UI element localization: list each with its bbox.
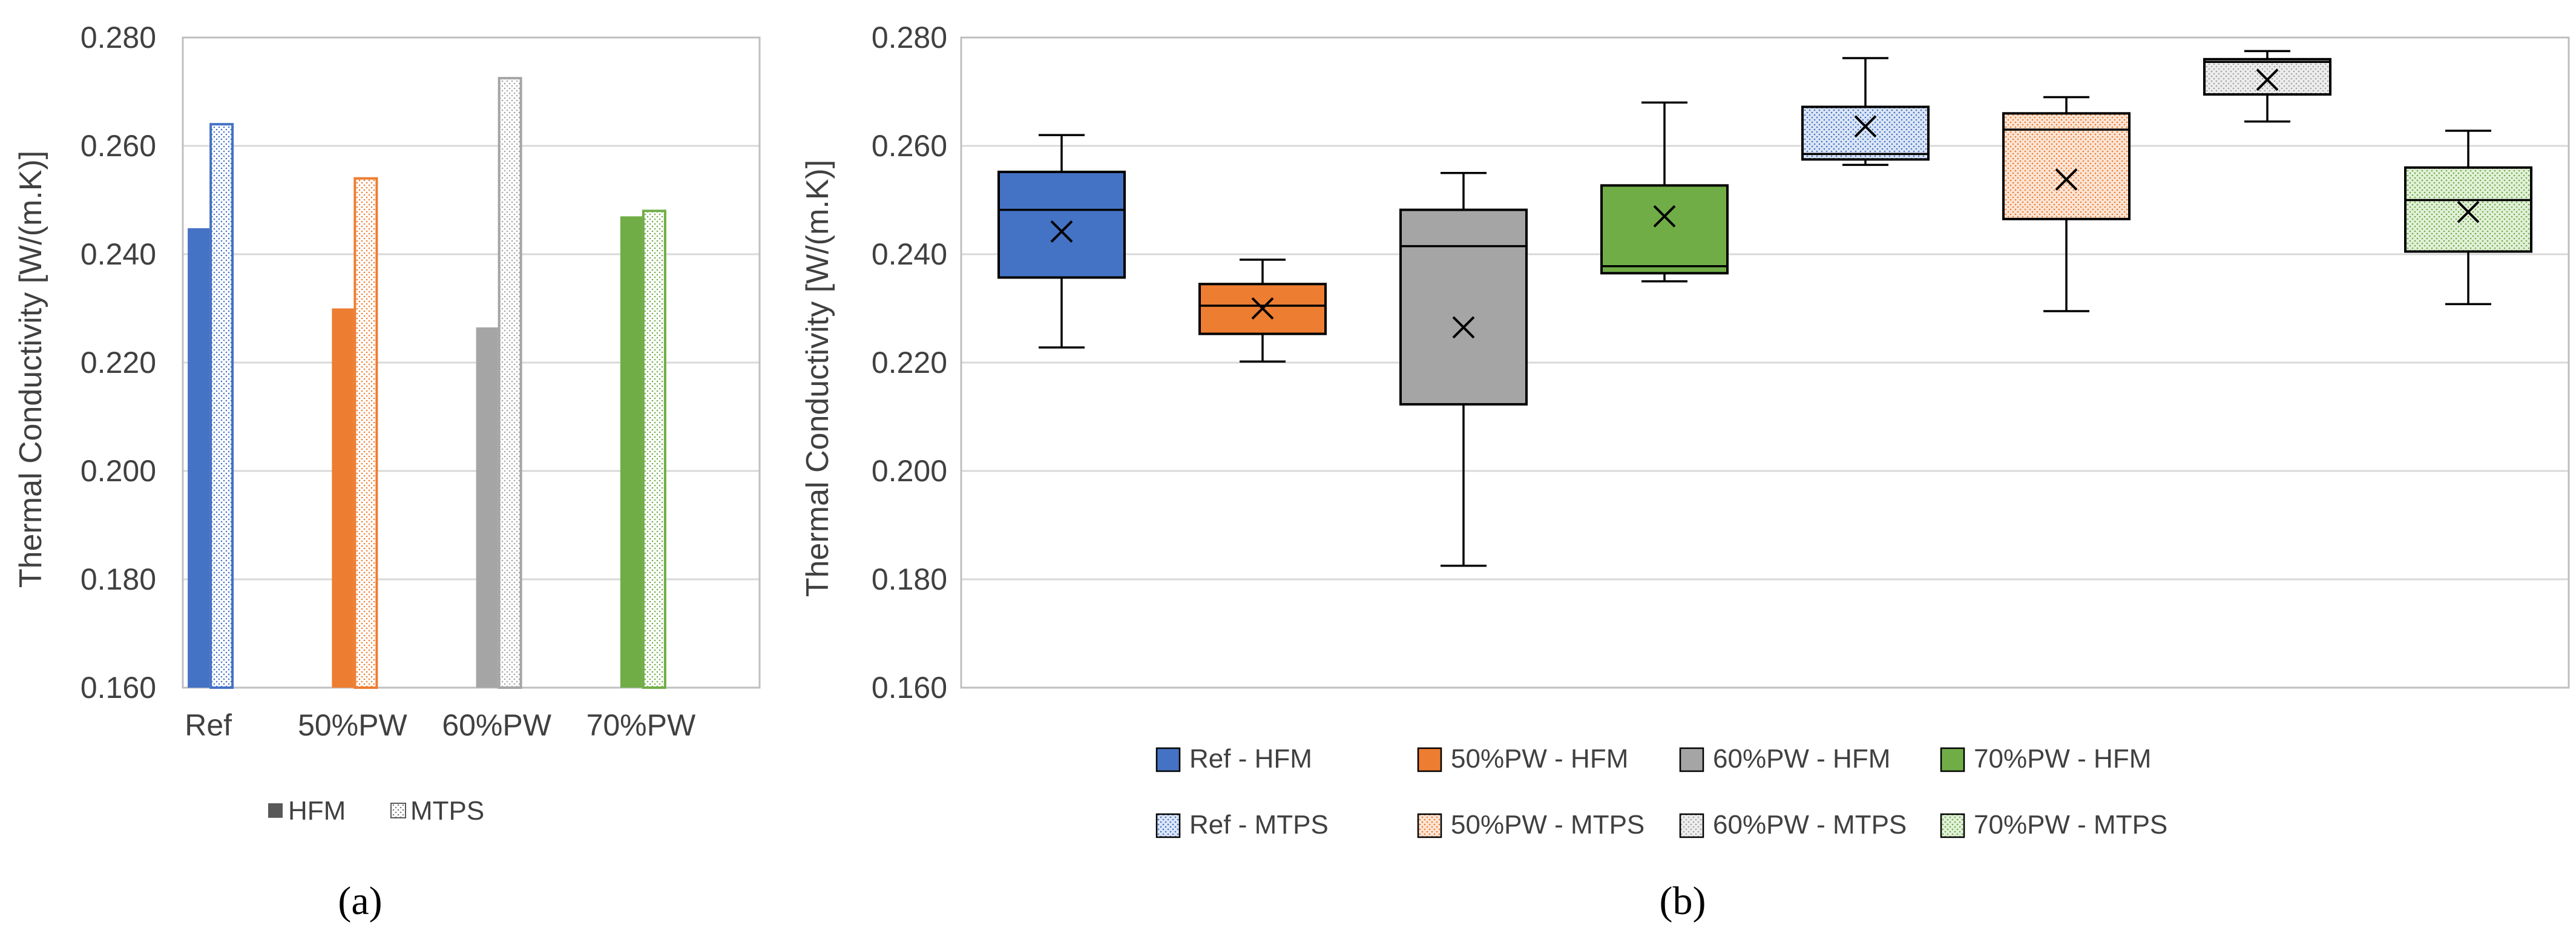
chart-b-y-tick-label: 0.200	[872, 454, 947, 488]
bar-50pctpw-mtps	[353, 177, 378, 689]
chart-a-y-axis-title: Thermal Conductivity [W/(m.K)]	[13, 151, 48, 588]
bar-70pctpw-mtps	[642, 209, 666, 689]
legend-swatch-50pctpw-mtps	[1417, 813, 1442, 838]
legend-label-60pctpw-mtps: 60%PW - MTPS	[1713, 810, 1907, 840]
chart-a-x-tick-label: 50%PW	[298, 708, 407, 742]
legend-label-70pctpw-mtps: 70%PW - MTPS	[1974, 810, 2167, 840]
box-70pctpw-mtps-iqr	[2404, 166, 2532, 253]
box-70pctpw-hfm	[1600, 101, 1729, 283]
chart-a-y-tick-label: 0.240	[80, 237, 156, 271]
chart-b-y-tick-label: 0.160	[872, 671, 947, 705]
box-70pctpw-hfm-mean-marker	[1653, 205, 1676, 228]
legend-label-70pctpw-hfm: 70%PW - HFM	[1974, 744, 2151, 774]
panel-label-a: (a)	[338, 879, 382, 923]
chart-a-legend-mtps-swatch	[390, 803, 406, 818]
chart-a-y-tick-label: 0.260	[80, 129, 156, 163]
chart-a-legend: HFM MTPS	[268, 796, 484, 826]
box-70pctpw-hfm-iqr	[1600, 184, 1729, 275]
box-ref-mtps-mean-marker	[1854, 115, 1877, 138]
chart-b-y-tick-label: 0.260	[872, 129, 947, 163]
box-ref-hfm	[997, 134, 1126, 349]
box-50pctpw-mtps	[2002, 96, 2131, 312]
chart-a-plot-border	[182, 36, 761, 689]
legend-swatch-70pctpw-hfm	[1940, 747, 1965, 772]
bar-ref-mtps	[209, 123, 234, 689]
box-ref-hfm-mean-stroke-2	[1050, 220, 1073, 243]
chart-a-legend-mtps-label: MTPS	[410, 796, 484, 826]
chart-b-plot: 0.160 0.180 0.200 0.220 0.240 0.260 0.280	[872, 21, 2570, 705]
chart-a-y-tick-label: 0.160	[80, 671, 156, 705]
box-60pctpw-hfm	[1399, 172, 1528, 567]
bar-60pctpw-mtps	[498, 77, 522, 689]
chart-a-x-tick-label: Ref	[185, 708, 232, 742]
bar-60pctpw-hfm	[476, 327, 498, 688]
box-60pctpw-hfm-iqr	[1399, 208, 1528, 406]
legend-label-60pctpw-hfm: 60%PW - HFM	[1713, 744, 1890, 774]
box-ref-hfm-iqr	[997, 170, 1126, 279]
legend-swatch-50pctpw-hfm	[1417, 747, 1442, 772]
chart-a-y-tick-label: 0.180	[80, 562, 156, 596]
chart-a-plot: 0.160 0.180 0.200 0.220 0.240 0.260 0.280 Ref 50…	[80, 21, 761, 742]
chart-a-y-tick-label: 0.280	[80, 21, 156, 54]
legend-swatch-ref-mtps	[1155, 813, 1181, 838]
chart-a-y-tick-label: 0.200	[80, 454, 156, 488]
chart-a-x-tick-label: 70%PW	[586, 708, 696, 742]
box-70pctpw-mtps-mean-marker	[2457, 200, 2480, 223]
box-ref-mtps-mean-stroke-2	[1854, 115, 1877, 138]
chart-a-y-tick-label: 0.220	[80, 346, 156, 380]
box-60pctpw-mtps-mean-stroke-2	[2256, 68, 2279, 91]
box-50pctpw-hfm-mean-stroke-2	[1251, 297, 1274, 320]
chart-a-x-tick-label: 60%PW	[442, 708, 551, 742]
box-60pctpw-hfm-mean-marker	[1452, 316, 1475, 339]
chart-b-y-tick-label: 0.220	[872, 346, 947, 380]
legend-label-50pctpw-mtps: 50%PW - MTPS	[1451, 810, 1644, 840]
box-50pctpw-hfm	[1198, 258, 1327, 363]
legend-label-ref-mtps: Ref - MTPS	[1189, 810, 1329, 840]
legend-swatch-ref-hfm	[1155, 747, 1181, 772]
legend-swatch-60pctpw-hfm	[1679, 747, 1704, 772]
box-60pctpw-hfm-mean-stroke-2	[1452, 316, 1475, 339]
box-50pctpw-hfm-mean-marker	[1251, 297, 1274, 320]
box-70pctpw-mtps-mean-stroke-2	[2457, 200, 2480, 223]
box-60pctpw-mtps	[2203, 50, 2331, 123]
box-70pctpw-mtps	[2404, 130, 2532, 306]
box-70pctpw-hfm-mean-stroke-2	[1653, 205, 1676, 228]
chart-b-y-tick-label: 0.180	[872, 562, 947, 596]
legend-label-ref-hfm: Ref - HFM	[1189, 744, 1312, 774]
box-60pctpw-mtps-iqr	[2203, 58, 2331, 96]
box-ref-mtps-iqr	[1801, 105, 1930, 161]
bar-ref-hfm	[188, 228, 210, 688]
bar-70pctpw-hfm	[620, 216, 642, 688]
bar-50pctpw-hfm	[332, 308, 354, 688]
chart-b-y-axis-title: Thermal Conductivity [W/(m.K)]	[800, 160, 835, 597]
legend-label-50pctpw-hfm: 50%PW - HFM	[1451, 744, 1628, 774]
legend-swatch-60pctpw-mtps	[1679, 813, 1704, 838]
chart-b-plot-border	[960, 36, 2570, 689]
chart-b-y-tick-label: 0.240	[872, 237, 947, 271]
chart-a-legend-hfm-label: HFM	[288, 796, 346, 826]
box-50pctpw-mtps-mean-marker	[2055, 168, 2078, 191]
panel-label-b: (b)	[1660, 879, 1706, 923]
box-ref-hfm-mean-marker	[1050, 220, 1073, 243]
box-50pctpw-mtps-mean-stroke-2	[2055, 168, 2078, 191]
box-60pctpw-mtps-mean-marker	[2256, 68, 2279, 91]
chart-b-legend: Ref - HFM 50%PW - HFM 60%PW - HFM 70%PW - H…	[1155, 744, 2167, 840]
chart-b-y-tick-label: 0.280	[872, 21, 947, 54]
box-50pctpw-mtps-iqr	[2002, 112, 2131, 220]
legend-swatch-70pctpw-mtps	[1940, 813, 1965, 838]
chart-a-legend-hfm-swatch	[268, 803, 283, 818]
box-ref-mtps	[1801, 57, 1930, 166]
